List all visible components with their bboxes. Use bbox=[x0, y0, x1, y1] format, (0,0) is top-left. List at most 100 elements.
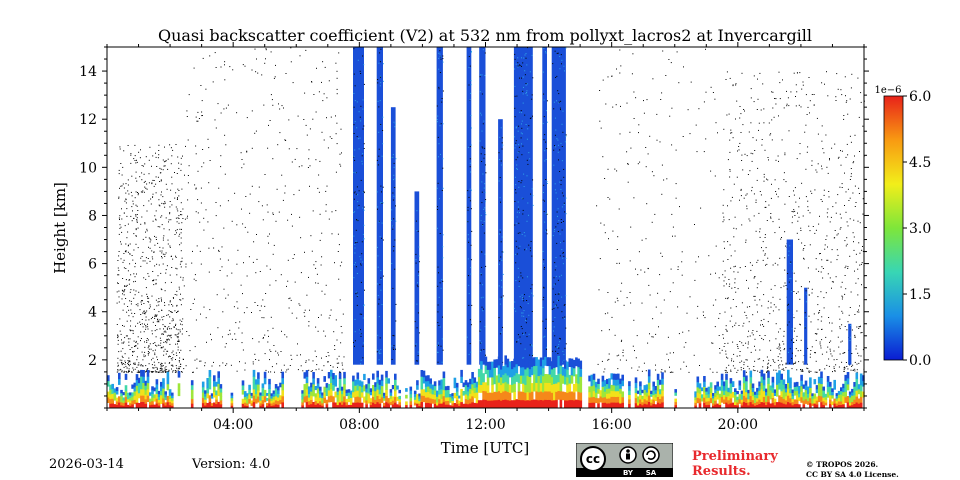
boundary-cell bbox=[758, 390, 761, 396]
noise-pixel bbox=[619, 133, 621, 135]
noise-pixel bbox=[180, 214, 181, 216]
noise-pixel bbox=[172, 350, 174, 352]
boundary-cell bbox=[621, 380, 624, 387]
boundary-cell bbox=[608, 388, 611, 394]
noise-pixel bbox=[857, 77, 859, 79]
boundary-cell bbox=[643, 398, 647, 404]
noise-pixel bbox=[155, 283, 157, 285]
noise-pixel bbox=[849, 364, 851, 366]
noise-pixel bbox=[759, 236, 761, 238]
boundary-cell bbox=[758, 394, 761, 400]
cloud-speckle bbox=[557, 223, 559, 225]
noise-pixel bbox=[281, 330, 282, 332]
noise-pixel bbox=[775, 323, 777, 325]
noise-pixel bbox=[239, 361, 240, 363]
boundary-cell bbox=[391, 396, 395, 401]
boundary-cell bbox=[652, 390, 655, 396]
boundary-cell bbox=[405, 404, 408, 409]
boundary-cell bbox=[795, 386, 799, 391]
boundary-cell bbox=[107, 391, 110, 398]
boundary-cell bbox=[515, 399, 519, 409]
noise-pixel bbox=[195, 116, 197, 118]
cloud-speckle bbox=[354, 244, 356, 245]
noise-pixel bbox=[337, 366, 338, 368]
noise-pixel bbox=[597, 363, 599, 365]
noise-pixel bbox=[267, 330, 269, 332]
noise-pixel bbox=[757, 283, 759, 285]
noise-pixel bbox=[771, 139, 773, 141]
boundary-cell bbox=[495, 391, 499, 401]
boundary-cell bbox=[608, 403, 611, 409]
noise-pixel bbox=[823, 189, 825, 191]
noise-pixel bbox=[227, 294, 229, 296]
noise-pixel bbox=[121, 339, 122, 341]
noise-pixel bbox=[127, 338, 129, 340]
cloud-speckle bbox=[393, 179, 394, 181]
noise-pixel bbox=[125, 335, 127, 337]
cloud-speckle bbox=[559, 341, 561, 343]
noise-pixel bbox=[148, 173, 150, 175]
cloud-speckle bbox=[532, 354, 533, 356]
boundary-cell bbox=[597, 378, 600, 384]
noise-pixel bbox=[669, 115, 671, 117]
boundary-cell bbox=[793, 399, 797, 405]
noise-pixel bbox=[703, 151, 705, 153]
noise-pixel bbox=[194, 274, 196, 276]
boundary-cell bbox=[376, 370, 379, 378]
boundary-cell bbox=[659, 379, 662, 385]
cloud-speckle bbox=[482, 224, 484, 226]
boundary-cell bbox=[780, 379, 783, 386]
noise-pixel bbox=[178, 366, 180, 368]
boundary-cell bbox=[535, 382, 538, 392]
boundary-cell bbox=[314, 397, 318, 402]
noise-pixel bbox=[164, 362, 166, 364]
boundary-cell bbox=[310, 382, 313, 388]
noise-pixel bbox=[167, 371, 169, 372]
boundary-cell bbox=[674, 401, 677, 406]
noise-pixel bbox=[722, 334, 724, 336]
noise-pixel bbox=[806, 367, 808, 369]
boundary-cell bbox=[135, 396, 139, 403]
noise-pixel bbox=[859, 264, 861, 266]
cloud-speckle bbox=[565, 343, 567, 345]
cloud-speckle bbox=[436, 344, 438, 346]
noise-pixel bbox=[137, 192, 139, 194]
noise-pixel bbox=[178, 215, 180, 217]
noise-pixel bbox=[664, 371, 666, 373]
cloud-speckle bbox=[560, 222, 562, 223]
noise-pixel bbox=[200, 85, 202, 86]
boundary-cell bbox=[528, 392, 532, 401]
noise-pixel bbox=[829, 341, 830, 343]
noise-pixel bbox=[742, 325, 744, 327]
cloud-speckle bbox=[522, 209, 524, 211]
noise-pixel bbox=[129, 279, 131, 281]
boundary-cell bbox=[387, 398, 390, 404]
noise-pixel bbox=[177, 333, 179, 335]
noise-pixel bbox=[152, 196, 154, 198]
noise-pixel bbox=[204, 365, 206, 367]
noise-pixel bbox=[835, 202, 837, 204]
boundary-cell bbox=[111, 393, 114, 399]
boundary-cell bbox=[535, 374, 538, 383]
cloud-speckle bbox=[562, 195, 564, 197]
boundary-cell bbox=[603, 391, 607, 398]
noise-pixel bbox=[757, 259, 759, 261]
noise-pixel bbox=[734, 250, 736, 252]
boundary-cell bbox=[815, 400, 819, 405]
noise-pixel bbox=[784, 154, 786, 156]
noise-pixel bbox=[147, 301, 149, 302]
noise-pixel bbox=[170, 255, 172, 257]
cloud-speckle bbox=[479, 321, 481, 323]
noise-pixel bbox=[156, 329, 158, 331]
noise-pixel bbox=[846, 237, 848, 239]
cloud-speckle bbox=[363, 192, 365, 194]
noise-pixel bbox=[268, 335, 269, 337]
noise-pixel bbox=[170, 328, 172, 330]
noise-pixel bbox=[775, 306, 777, 308]
noise-pixel bbox=[759, 335, 761, 336]
cloud-speckle bbox=[519, 296, 521, 298]
boundary-cell bbox=[387, 378, 390, 384]
noise-pixel bbox=[695, 261, 697, 263]
cloud-column bbox=[513, 47, 533, 365]
noise-pixel bbox=[851, 73, 853, 75]
